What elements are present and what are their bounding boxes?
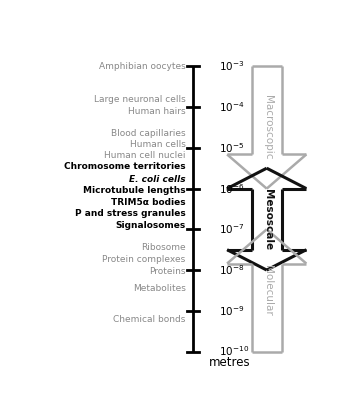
Text: Ribosome: Ribosome — [141, 243, 185, 252]
Text: $10^{-3}$: $10^{-3}$ — [219, 60, 245, 73]
Text: Mesoscale: Mesoscale — [263, 189, 273, 250]
Text: Macroscopic: Macroscopic — [263, 95, 273, 160]
Text: Human cells: Human cells — [130, 140, 185, 149]
Text: E. coli cells: E. coli cells — [129, 175, 185, 184]
Text: $10^{-4}$: $10^{-4}$ — [219, 100, 245, 114]
Text: Metabolites: Metabolites — [133, 284, 185, 293]
Text: $10^{-5}$: $10^{-5}$ — [219, 141, 245, 155]
Text: $10^{-9}$: $10^{-9}$ — [219, 304, 245, 318]
Text: Human hairs: Human hairs — [128, 107, 185, 116]
Text: Molecular: Molecular — [263, 265, 273, 316]
Text: $10^{-7}$: $10^{-7}$ — [219, 222, 245, 236]
Text: Proteins: Proteins — [149, 267, 185, 276]
Text: Blood capillaries: Blood capillaries — [111, 129, 185, 138]
Text: P and stress granules: P and stress granules — [75, 209, 185, 218]
Text: Chemical bonds: Chemical bonds — [113, 315, 185, 324]
Text: Human cell nuclei: Human cell nuclei — [104, 151, 185, 160]
Text: Microtubule lengths: Microtubule lengths — [83, 186, 185, 195]
Text: Protein complexes: Protein complexes — [102, 255, 185, 264]
Text: metres: metres — [209, 356, 251, 369]
Text: $10^{-8}$: $10^{-8}$ — [219, 263, 245, 277]
Text: Amphibian oocytes: Amphibian oocytes — [99, 62, 185, 71]
Text: TRIM5α bodies: TRIM5α bodies — [111, 198, 185, 207]
Text: Signalosomes: Signalosomes — [115, 221, 185, 230]
Text: $10^{-6}$: $10^{-6}$ — [219, 182, 245, 196]
Text: Large neuronal cells: Large neuronal cells — [94, 95, 185, 104]
Text: Chromosome territories: Chromosome territories — [64, 162, 185, 171]
Text: $10^{-10}$: $10^{-10}$ — [219, 345, 249, 358]
